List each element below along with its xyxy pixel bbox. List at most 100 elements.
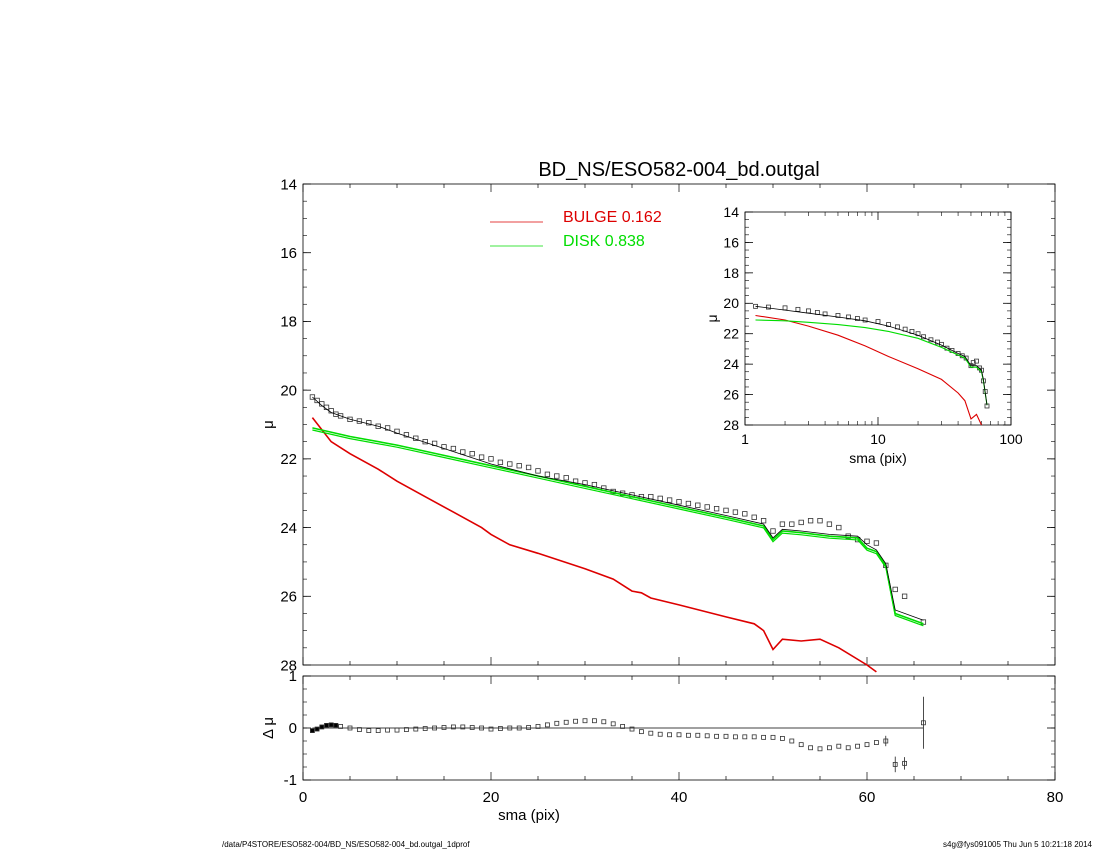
main-plot: BD_NS/ESO582-004_bd.outgal 14 16 18 20 22 24 26… <box>260 159 1056 674</box>
residual-x-tick-label: 40 <box>671 789 688 806</box>
observed-point <box>314 397 320 404</box>
observed-point <box>723 507 729 514</box>
observed-point <box>478 454 485 460</box>
observed-point <box>873 540 880 546</box>
residual-point <box>573 718 578 724</box>
observed-point <box>384 425 391 431</box>
residual-x-tick-label: 0 <box>299 789 307 806</box>
observed-point <box>563 475 569 481</box>
inset-observed-point <box>970 360 976 366</box>
series-line-disk-shadow <box>312 429 924 627</box>
residual-point <box>526 725 531 730</box>
residual-point <box>563 719 569 725</box>
residual-point <box>902 760 907 766</box>
residual-point <box>319 724 325 730</box>
residual-point <box>328 722 334 728</box>
residual-point <box>535 724 541 729</box>
observed-point <box>732 509 739 515</box>
observed-point <box>582 480 588 486</box>
observed-point <box>516 463 522 469</box>
residual-point <box>450 724 456 730</box>
observed-point <box>488 456 494 462</box>
inset-y-tick-label: 14 <box>723 204 739 220</box>
residual-point <box>723 733 729 739</box>
inset-y-tick-label: 24 <box>723 356 739 372</box>
observed-point <box>460 449 466 455</box>
residual-point <box>314 726 320 732</box>
residual-point <box>704 733 710 739</box>
inset-x-tick-label: 1 <box>741 431 749 447</box>
residual-point <box>507 725 513 731</box>
inset-observed-point <box>822 311 828 317</box>
residual-point <box>403 727 409 732</box>
residual-y-axis-label: Δ μ <box>260 717 277 739</box>
inset-x-axis-label: sma (pix) <box>849 450 907 466</box>
residual-x-tick-label: 60 <box>859 789 876 806</box>
observed-point <box>366 420 372 426</box>
residual-point <box>855 743 860 749</box>
observed-point <box>751 514 757 520</box>
residual-point <box>836 743 842 749</box>
observed-point <box>648 493 654 500</box>
inset-y-tick-label: 22 <box>723 326 739 342</box>
inset-observed-point <box>974 358 979 364</box>
observed-point <box>507 461 513 467</box>
residual-point <box>347 725 353 731</box>
observed-point <box>845 533 851 539</box>
observed-point <box>695 502 701 508</box>
residual-point <box>817 746 823 752</box>
residual-point <box>385 727 391 733</box>
residual-point <box>686 732 691 738</box>
observed-point <box>450 445 457 452</box>
observed-point <box>403 432 410 438</box>
inset-observed-point <box>875 319 881 324</box>
residual-point <box>845 745 851 751</box>
observed-point <box>525 464 532 471</box>
inset-plot: 14 16 18 20 22 24 26 281 10 100 sma (pix) μ <box>704 204 1023 466</box>
inset-y-tick-label: 26 <box>723 386 739 402</box>
main-y-axis-label: μ <box>260 420 277 429</box>
series-line-model <box>312 396 924 621</box>
residual-point <box>864 742 870 748</box>
inset-y-tick-label: 28 <box>723 417 739 433</box>
residual-point <box>413 726 419 732</box>
residual-point <box>874 740 879 745</box>
main-y-tick-label: 22 <box>280 451 297 468</box>
inset-frame <box>744 211 1012 426</box>
inset-x-tick-label: 10 <box>870 431 886 447</box>
observed-point <box>798 519 804 526</box>
inset-observed-point <box>766 304 771 310</box>
residual-point <box>460 724 466 730</box>
residual-point <box>333 723 339 728</box>
main-y-tick-label: 16 <box>280 245 297 262</box>
residual-point <box>469 725 475 730</box>
observed-point <box>742 511 748 517</box>
residual-point <box>497 726 503 731</box>
inset-observed-point <box>915 331 921 337</box>
observed-point <box>657 495 663 502</box>
observed-point <box>770 528 776 534</box>
observed-point <box>760 518 767 524</box>
footer-stamp: s4g@fys091005 Thu Jun 5 10:21:18 2014 <box>943 840 1092 849</box>
observed-point <box>713 506 720 512</box>
residual-point <box>808 745 813 751</box>
observed-point <box>836 524 842 531</box>
residual-point <box>714 733 719 739</box>
observed-point <box>901 593 908 599</box>
inset-y-tick-label: 20 <box>723 295 739 311</box>
observed-point <box>685 500 692 507</box>
observed-point <box>779 521 786 527</box>
observed-point <box>789 521 795 527</box>
main-plot-frame <box>302 183 1056 666</box>
observed-point <box>920 619 927 625</box>
residual-y-tick-label: 1 <box>289 668 297 685</box>
observed-point <box>817 518 823 524</box>
observed-point <box>666 497 673 503</box>
main-y-tick-label: 24 <box>280 520 297 537</box>
residual-point <box>639 729 644 735</box>
observed-point <box>676 499 682 505</box>
residual-point <box>601 719 607 725</box>
observed-point <box>544 471 551 477</box>
x-axis-label: sma (pix) <box>498 807 560 824</box>
